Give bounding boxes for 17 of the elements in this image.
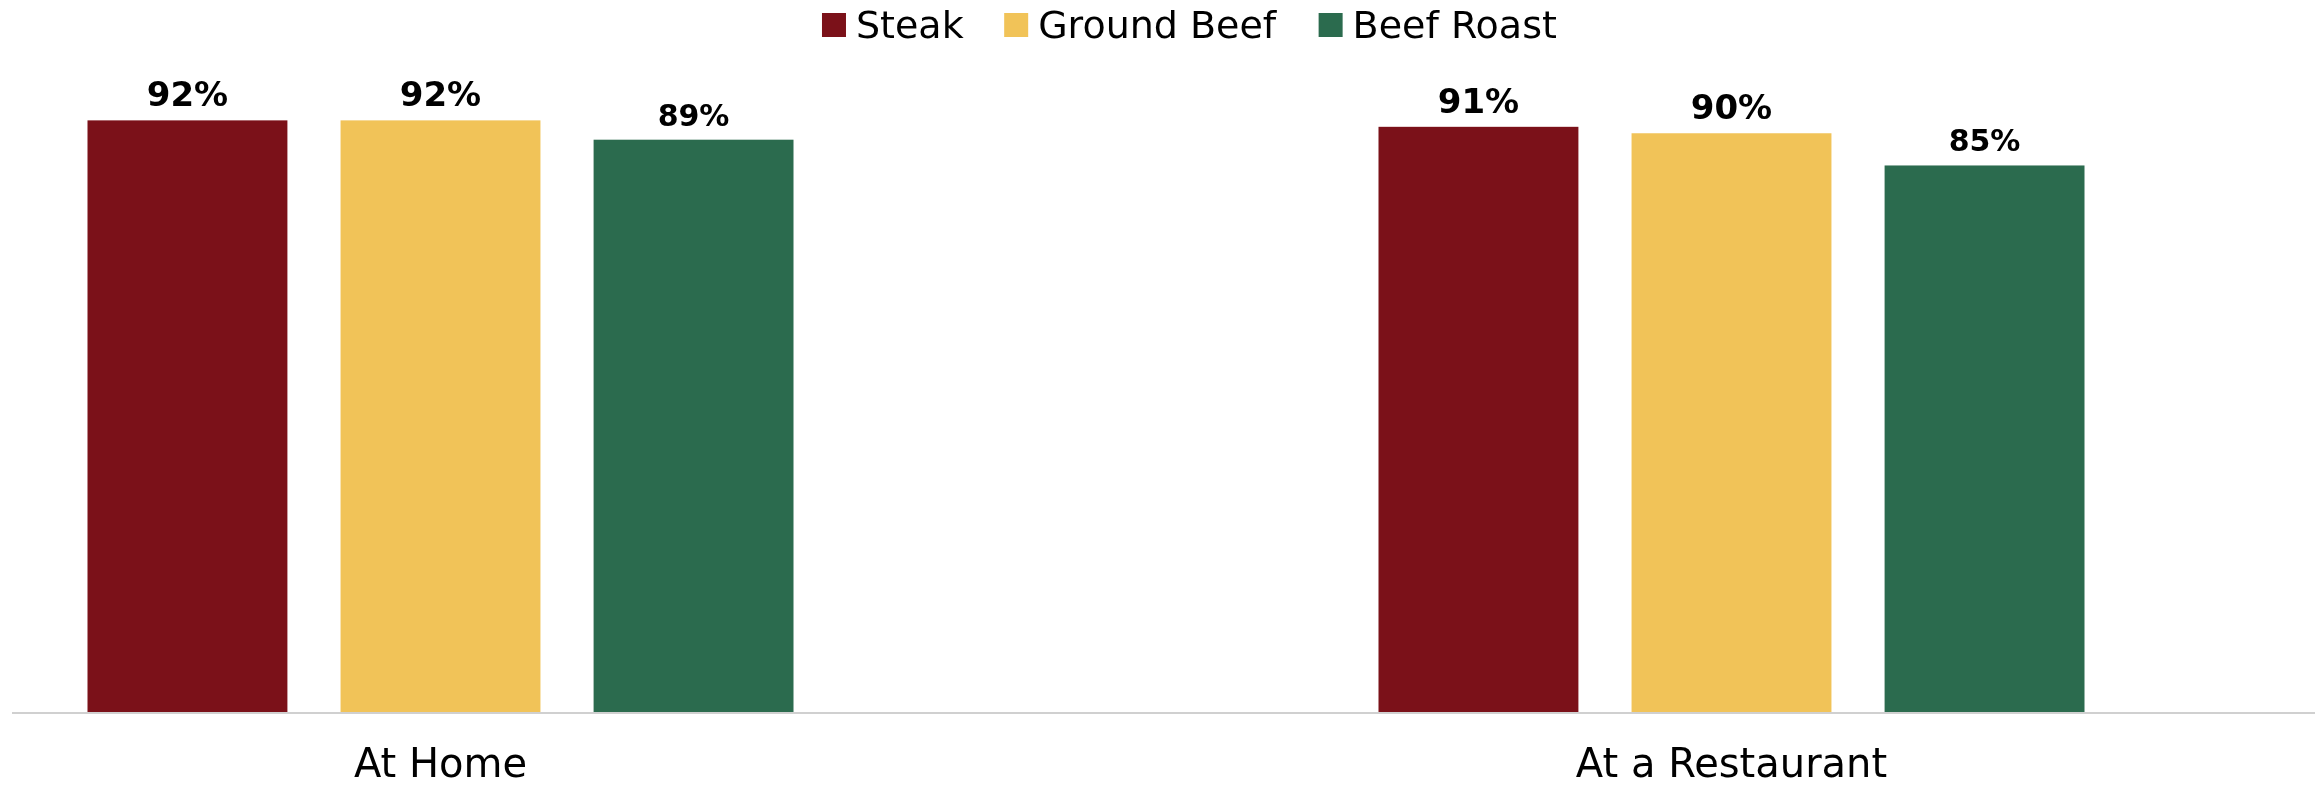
data-label: 90% [1690,87,1773,128]
bar [87,120,288,713]
legend-label: Beef Roast [1352,3,1557,47]
data-label: 92% [399,74,482,115]
bar [1631,133,1832,713]
x-tick-label: At a Restaurant [1575,740,1888,786]
bar [1884,165,2085,713]
data-label: 85% [1948,123,2021,159]
bar [340,120,541,713]
bar [593,139,794,713]
bar [1378,126,1579,713]
x-tick-label: At Home [353,740,528,786]
data-label: 89% [657,97,730,133]
data-label: 91% [1437,80,1520,121]
legend-label: Ground Beef [1038,3,1278,47]
legend-label: Steak [855,3,964,47]
data-label: 92% [146,74,229,115]
